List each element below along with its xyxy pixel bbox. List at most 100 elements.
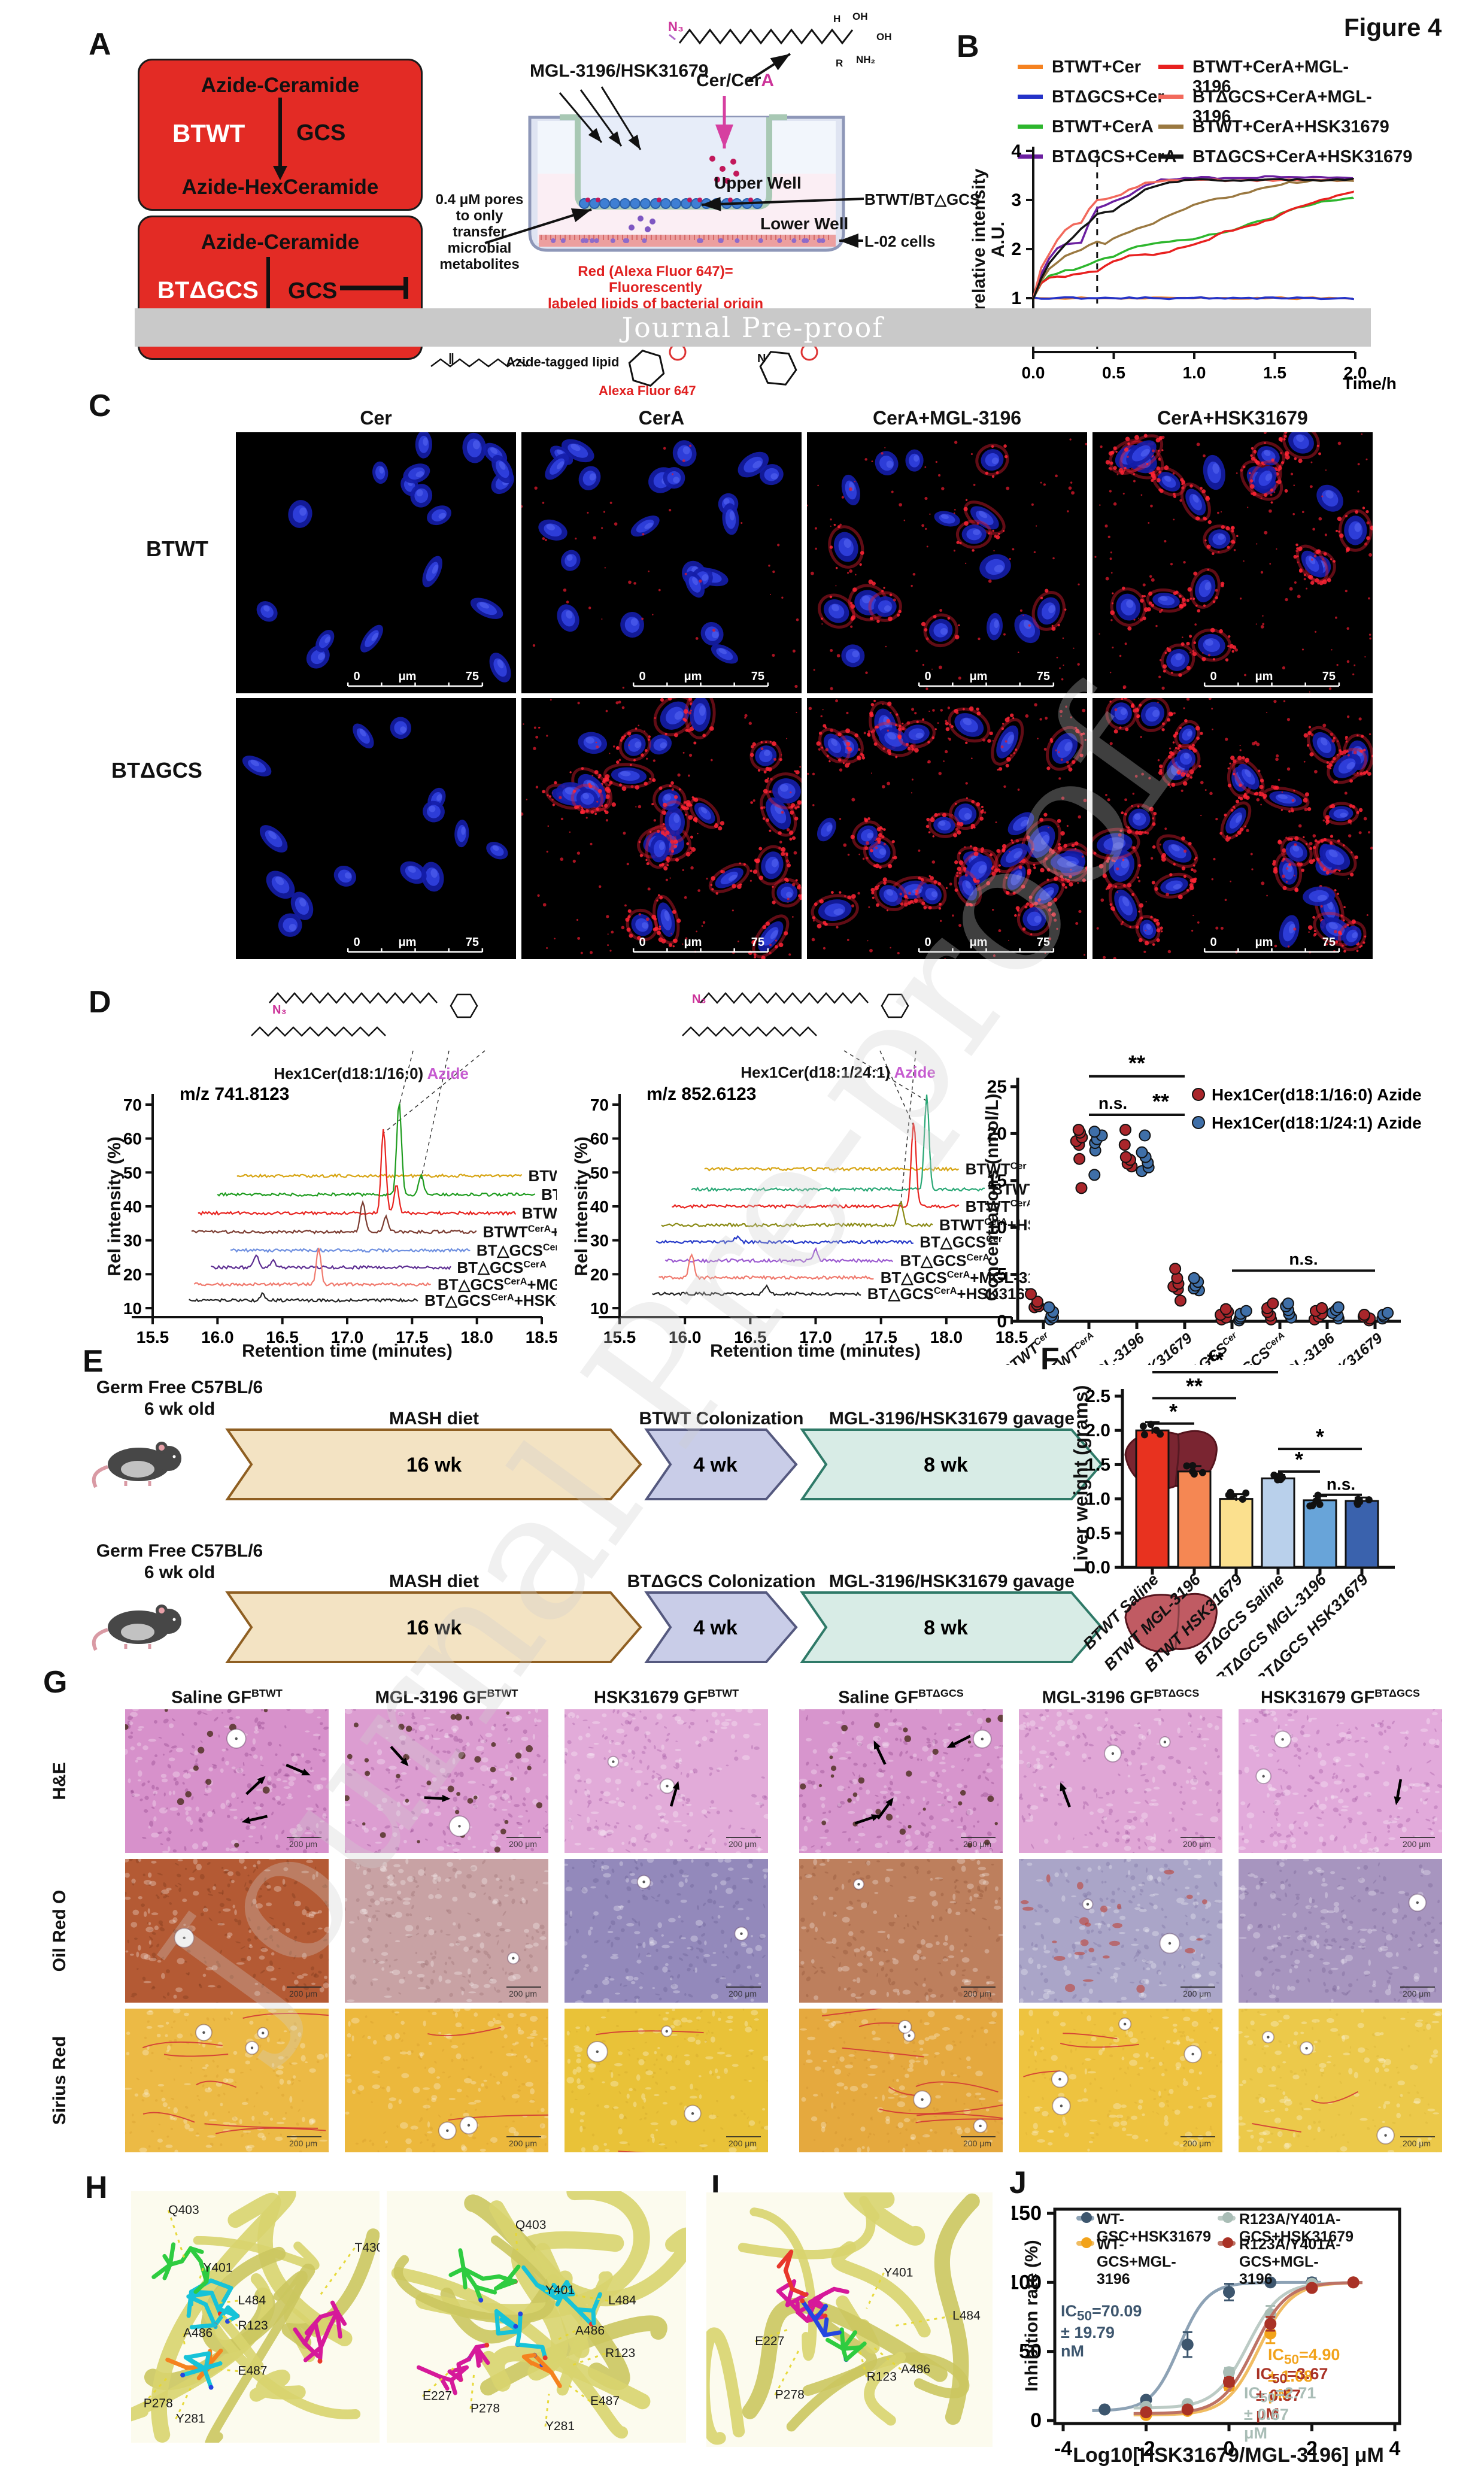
g-image-0-0: 200 μm [125, 1709, 329, 1853]
g-image-0-1: 200 μm [345, 1709, 548, 1853]
struct2-n3: N₃ [692, 993, 706, 1006]
c-col-header: CerA [638, 407, 685, 429]
substrate-label: Azide-Ceramide [201, 74, 360, 97]
b-ylabel: relative intensity A.U. [969, 168, 1008, 311]
atom-label: OH [876, 31, 892, 43]
enzyme-label: GCS [288, 278, 338, 304]
svg-text:0.5: 0.5 [1085, 1524, 1110, 1543]
f-ylabel: Liver weight (grams) [1070, 1385, 1092, 1573]
g-image-1-0: 200 μm [125, 1859, 329, 2003]
trace [672, 1123, 960, 1209]
svg-text:30: 30 [123, 1232, 142, 1250]
alexa-label: Alexa Fluor 647 [599, 383, 696, 398]
svg-text:17.5: 17.5 [864, 1328, 897, 1346]
svg-text:16.5: 16.5 [734, 1328, 767, 1346]
azide-tagged-label: Azide-tagged lipid [506, 354, 620, 369]
svg-text:18.5: 18.5 [996, 1328, 1028, 1346]
svg-text:μm: μm [969, 936, 987, 949]
g-col-header: MGL-3196 GFBTΔGCS [1042, 1687, 1200, 1707]
membrane-label: BTWT/BT△GCS [864, 190, 981, 208]
l02-cells-label: L-02 cells [864, 232, 936, 250]
residue-label: E487 [590, 2394, 620, 2408]
svg-text:15: 15 [987, 1171, 1007, 1191]
trace-label: BTWTCer [529, 1167, 557, 1185]
j-curve [1092, 2280, 1321, 2412]
svg-text:1.0: 1.0 [1183, 363, 1206, 382]
chrom2-xlabel: Retention time (minutes) [710, 1341, 921, 1361]
residue-label: Y281 [545, 2419, 575, 2433]
j-legend-label: WT-GSC+HSK31679 [1097, 2211, 1212, 2245]
trace [661, 1200, 933, 1228]
svg-text:μm: μm [1255, 936, 1273, 949]
residue-label: R123 [867, 2370, 897, 2384]
step-title: MASH diet [389, 1409, 479, 1428]
residue-label: P278 [775, 2388, 805, 2401]
pathway-box-btwt: Azide-Ceramide BTWT GCS Azide-HexCeramid… [138, 59, 423, 211]
panel-e-label: E [83, 1344, 104, 1379]
mz-label: m/z 741.8123 [180, 1084, 289, 1104]
svg-text:**: ** [1207, 1348, 1224, 1372]
trace [211, 1254, 451, 1270]
svg-text:15.5: 15.5 [136, 1328, 169, 1346]
svg-text:1.5: 1.5 [1085, 1455, 1110, 1475]
svg-text:0: 0 [639, 670, 646, 683]
residue-label: L484 [952, 2309, 981, 2323]
svg-text:60: 60 [123, 1130, 142, 1148]
mz-label: m/z 852.6123 [647, 1084, 756, 1104]
g-col-header: MGL-3196 GFBTWT [375, 1687, 518, 1707]
b-legend-swatch [1018, 125, 1043, 129]
g-image-1-3: 200 μm [799, 1859, 1003, 2003]
trace [655, 1235, 914, 1245]
residue-label: P278 [471, 2402, 500, 2416]
svg-text:2.5: 2.5 [1085, 1387, 1110, 1406]
svg-text:10: 10 [590, 1299, 609, 1318]
g-col-header: Saline GFBTWT [171, 1687, 283, 1707]
svg-text:17.0: 17.0 [331, 1328, 364, 1346]
ic50-annotation: IC50=70.09 ± 19.79 nM [1061, 2302, 1142, 2361]
pores-note: 0.4 μM pores to only transfer microbial met… [435, 192, 524, 272]
trace-label: BTWTCerA [991, 1181, 1030, 1199]
residue-label: R123 [605, 2346, 635, 2360]
svg-text:0.0: 0.0 [1022, 363, 1045, 382]
j-legend-dot [1081, 2212, 1092, 2223]
residue-label: L484 [238, 2294, 266, 2307]
svg-text:**: ** [1152, 1089, 1169, 1114]
svg-text:N: N [757, 352, 766, 365]
svg-text:75: 75 [1322, 670, 1336, 683]
g-image-1-2: 200 μm [565, 1859, 768, 2003]
svg-text:50: 50 [590, 1163, 609, 1182]
figure-title: Figure 4 [1344, 13, 1442, 41]
step-duration: 16 wk [406, 1454, 462, 1476]
azide-n3-label: N₃ [668, 19, 684, 34]
g-image-1-4: 200 μm [1019, 1859, 1222, 2003]
g-row-label-sirius: Sirius Red [50, 2036, 69, 2125]
panel-b-label: B [957, 29, 979, 64]
svg-text:10: 10 [987, 1218, 1007, 1238]
step-duration: 4 wk [693, 1616, 738, 1639]
svg-text:18.0: 18.0 [460, 1328, 493, 1346]
chrom1-xlabel: Retention time (minutes) [242, 1341, 453, 1361]
chrom2-ylabel: Rel intensity (%) [572, 1136, 591, 1276]
residue-label: E227 [755, 2334, 784, 2348]
svg-text:25: 25 [987, 1077, 1007, 1097]
step-title: MGL-3196/HSK31679 gavage [829, 1409, 1075, 1428]
transwell-diagram [484, 28, 864, 252]
trace-label: BTWTCerA+HSK31679 [483, 1223, 557, 1241]
trace-label: BT△GCSCerA [900, 1252, 990, 1270]
g-col-header: HSK31679 GFBTΔGCS [1260, 1687, 1421, 1707]
residue-label: E487 [238, 2364, 267, 2378]
trace-label: BT△GCSCer [477, 1242, 557, 1260]
annotation-arrow [1394, 1779, 1403, 1806]
c-image-1-0: 0 μm 75 [236, 698, 516, 959]
svg-text:2.0: 2.0 [1344, 363, 1367, 382]
svg-text:70: 70 [123, 1096, 142, 1114]
svg-text:0: 0 [639, 936, 646, 949]
trace-label: BT△GCSCerA+MGL-3196 [881, 1269, 1030, 1287]
j-legend-dot [1081, 2237, 1092, 2248]
svg-text:20: 20 [987, 1124, 1007, 1144]
j-legend-dot [1222, 2212, 1233, 2223]
g-image-1-1: 200 μm [345, 1859, 548, 2003]
svg-text:n.s.: n.s. [1289, 1249, 1318, 1268]
b-series-BTΔGCS+Cer [1033, 296, 1354, 301]
